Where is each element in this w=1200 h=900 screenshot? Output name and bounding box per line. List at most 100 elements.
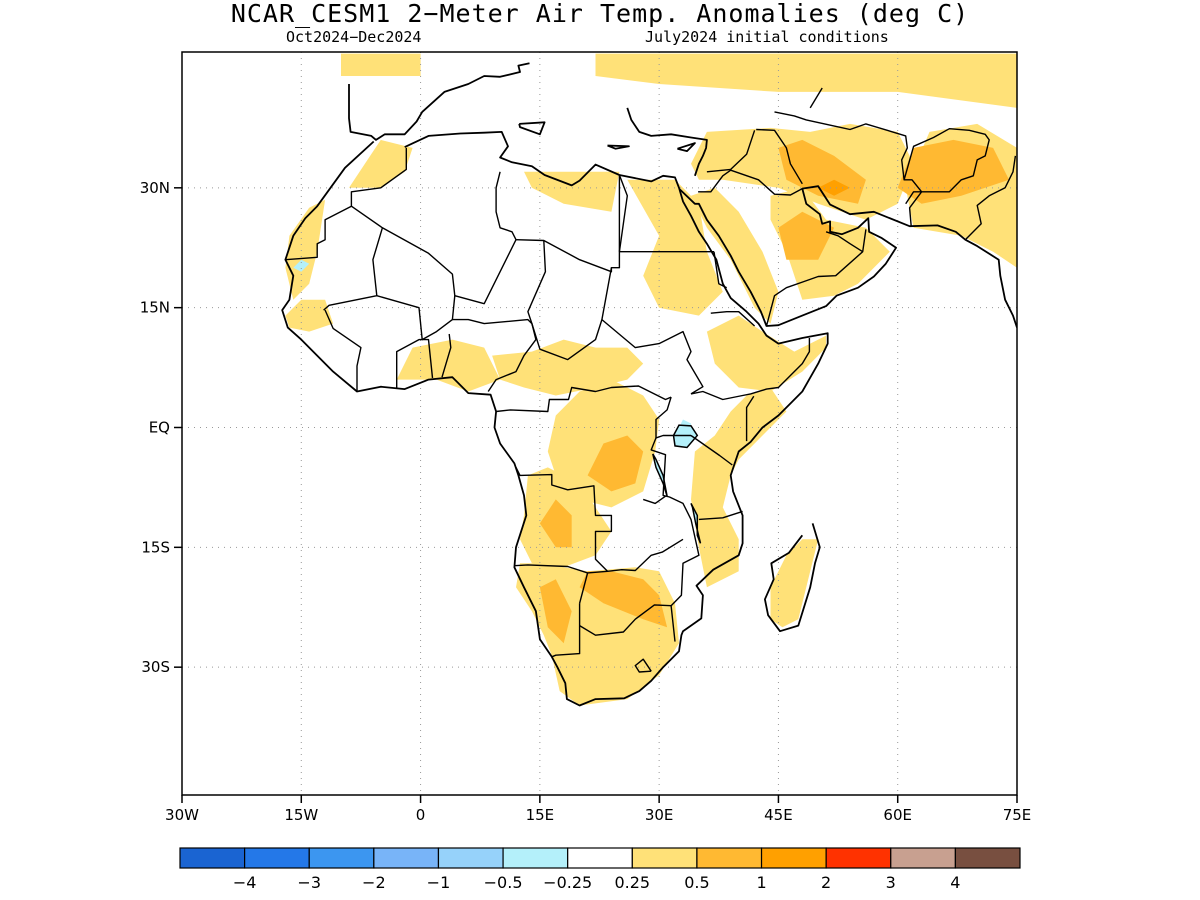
colorbar-label: 4 — [950, 873, 960, 892]
colorbar-label: 3 — [886, 873, 896, 892]
anomaly-region-mauritania-coast — [285, 199, 326, 300]
colorbar-swatch — [825, 847, 892, 869]
anomaly-region-namibia-core — [539, 579, 572, 644]
anomaly-region-w-sahara-cool — [293, 259, 310, 272]
border-b28 — [634, 658, 652, 673]
anomaly-region-iraq-hot — [818, 179, 850, 196]
lat-tick-label: EQ — [149, 418, 170, 436]
border-b25 — [551, 603, 581, 658]
longitude-axis: 30W 15W 0 15E 30E 45E 60E 75E — [165, 795, 1031, 824]
forecast-period: Oct2024−Dec2024 — [286, 28, 422, 46]
anomaly-region-north-east-edge — [595, 53, 1017, 108]
colorbar-swatch — [244, 847, 310, 869]
coastline-mediterranean-north — [348, 62, 530, 141]
border-b27 — [579, 604, 672, 636]
anomaly-region-senegal — [285, 299, 334, 332]
colorbar-swatch — [890, 847, 956, 869]
lake-lake-victoria — [672, 424, 699, 449]
anomaly-region-north-edge — [341, 53, 421, 76]
lon-tick-label: 60E — [883, 806, 912, 824]
border-b33 — [765, 229, 867, 327]
border-b31 — [698, 169, 803, 196]
colorbar-label: −4 — [233, 873, 257, 892]
border-b6 — [527, 240, 613, 361]
coastline-cyprus — [677, 142, 696, 153]
colorbar-label: −0.25 — [543, 873, 592, 892]
colorbar-swatch — [696, 847, 763, 869]
coastline-africa — [281, 130, 829, 707]
plot-frame — [181, 51, 1018, 796]
border-b19 — [690, 434, 733, 466]
lon-tick-label: 45E — [764, 806, 793, 824]
coastline-madagascar — [764, 523, 821, 633]
colorbar-swatch — [760, 847, 827, 869]
colorbar-label: 0.5 — [684, 873, 709, 892]
coastline-sicily — [518, 121, 546, 136]
anomaly-region-arabia-core — [778, 211, 835, 260]
lat-tick-label: 30S — [141, 658, 170, 676]
anomaly-region-sa-core — [579, 571, 668, 628]
anomaly-region-ethiopia-highlands — [706, 315, 827, 392]
border-b13 — [601, 319, 704, 395]
colorbar-swatch — [437, 847, 504, 869]
border-b23 — [642, 495, 666, 505]
border-b30 — [706, 130, 756, 173]
anomaly-region-central-africa — [492, 339, 644, 396]
border-b11 — [441, 333, 452, 378]
border-b14 — [713, 251, 728, 289]
colorbar-label: 2 — [821, 873, 831, 892]
lake-lake-malawi — [690, 503, 702, 544]
map-title: NCAR_CESM1 2−Meter Air Temp. Anomalies (… — [230, 0, 970, 28]
anomaly-region-east-africa — [691, 387, 787, 588]
lon-tick-label: 15E — [526, 806, 555, 824]
anomaly-region-arabia-west — [691, 187, 779, 324]
border-b9 — [396, 338, 434, 388]
map-outlines — [281, 62, 1017, 707]
latitude-axis: 30N 15N EQ 15S 30S — [140, 179, 182, 676]
anomaly-shading — [285, 53, 1017, 706]
anomaly-region-angola-core — [539, 499, 572, 548]
border-b26 — [578, 572, 589, 604]
border-b10 — [324, 309, 362, 392]
colorbar-label: −3 — [297, 873, 321, 892]
colorbar-swatch — [954, 847, 1021, 869]
colorbar-swatch — [373, 847, 440, 869]
colorbar-label: −2 — [362, 873, 386, 892]
border-b17 — [745, 395, 755, 442]
anomaly-region-madagascar — [770, 539, 819, 628]
lat-tick-label: 15S — [141, 538, 170, 556]
border-b36 — [903, 127, 990, 205]
lon-tick-label: 75E — [1003, 806, 1032, 824]
border-b16 — [690, 338, 811, 401]
lat-tick-label: 30N — [140, 179, 170, 197]
colorbar-swatch — [179, 847, 246, 869]
border-b15 — [710, 311, 756, 327]
colorbar-label: 1 — [756, 873, 766, 892]
border-b24 — [607, 538, 684, 572]
lon-tick-label: 15W — [284, 806, 318, 824]
lat-tick-label: 15N — [140, 299, 170, 317]
border-b34 — [825, 231, 864, 253]
border-b32 — [756, 128, 803, 185]
border-b12 — [496, 385, 672, 413]
colorbar-label: −0.5 — [484, 873, 523, 892]
coastline-crete — [607, 144, 630, 150]
border-b29 — [618, 174, 628, 252]
lon-tick-label: 0 — [416, 806, 426, 824]
colorbar-swatch — [308, 847, 375, 869]
border-b8 — [452, 318, 537, 392]
colorbar: −4 −3 −2 −1 −0.5 −0.25 0.25 0.5 1 2 3 4 — [179, 847, 1021, 892]
border-b18 — [655, 396, 691, 439]
anomaly-region-libya-east — [524, 171, 620, 212]
border-b21 — [698, 510, 743, 521]
border-b37 — [964, 155, 1017, 241]
lon-tick-label: 30W — [165, 806, 199, 824]
coastline-arabia — [679, 185, 1017, 328]
anomaly-region-west-coast — [396, 339, 501, 392]
colorbar-swatch — [567, 847, 633, 869]
colorbar-swatch — [502, 847, 569, 869]
border-b20 — [650, 437, 700, 642]
initial-conditions: July2024 initial conditions — [645, 28, 889, 46]
border-b2 — [350, 147, 407, 207]
